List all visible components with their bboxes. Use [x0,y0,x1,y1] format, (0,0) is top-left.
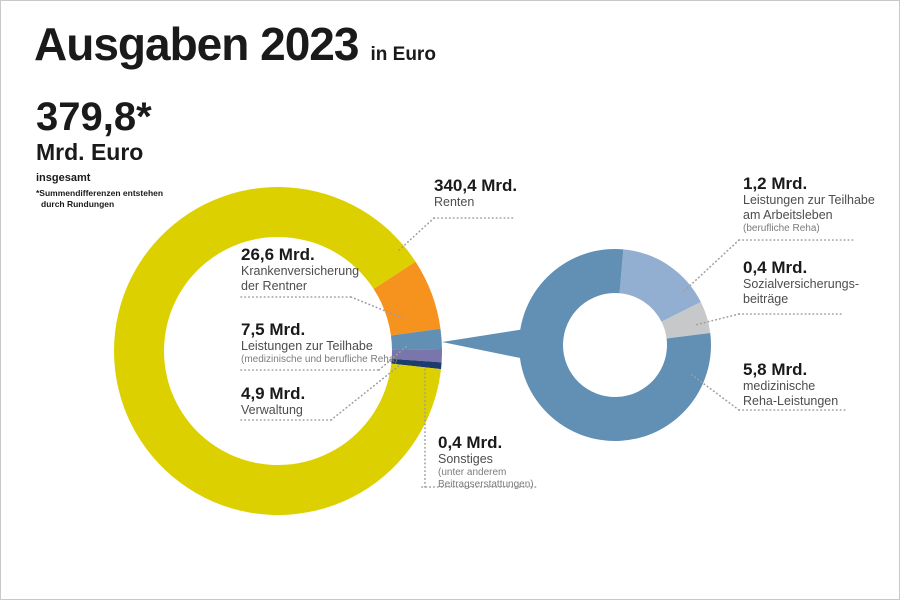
leader-arbeitsleben [681,239,740,294]
donut-segment-medizinische-reha-leistungen [519,248,711,442]
callout-arbeitsleben-label1: Leistungen zur Teilhabe [743,193,875,207]
page-title: Ausgaben 2023 in Euro [34,19,436,70]
total-caption: insgesamt [36,172,91,184]
callout-teilhabe: 7,5 Mrd. Leistungen zur Teilhabe (medizi… [241,320,398,366]
leader-sozialvers [694,313,740,326]
title-text: Ausgaben 2023 [34,18,359,70]
donut-segment-leistungen-zur-teilhabe [390,328,442,350]
callout-arbeitsleben-label2: am Arbeitsleben [743,208,833,222]
callout-teilhabe-label: Leistungen zur Teilhabe [241,339,373,353]
leader-teilhabe [378,344,409,371]
callout-sozialversicherung-label1: Sozialversicherungs- [743,277,860,291]
total-unit: Mrd. Euro [36,139,144,165]
callout-renten: 340,4 Mrd. Renten [434,176,517,210]
callout-arbeitsleben: 1,2 Mrd. Leistungen zur Teilhabe am Arbe… [743,174,875,235]
callout-arbeitsleben-note: (berufliche Reha) [743,223,820,234]
callout-sozialversicherung-label2: beiträge [743,292,789,306]
callout-sonstiges-label: Sonstiges [438,452,493,466]
callout-sonstiges-note2: Beitragserstattungen) [438,479,534,490]
callout-sonstiges-value: 0,4 Mrd. [438,433,503,452]
donut-segment-krankenversicherung-der-rentner [373,261,441,336]
callout-medizinische-reha-label2: Reha-Leistungen [743,394,839,408]
connector-beak [442,329,525,359]
callout-teilhabe-value: 7,5 Mrd. [241,320,306,339]
donut-segment-verwaltung [391,349,442,363]
callout-krankenversicherung-value: 26,6 Mrd. [241,245,315,264]
callout-arbeitsleben-value: 1,2 Mrd. [743,174,808,193]
callout-renten-label: Renten [434,195,475,209]
donut-segment-renten [114,187,441,515]
callout-sozialversicherung: 0,4 Mrd. Sozialversicherungs- beiträge [743,258,859,307]
footnote-line2: durch Rundungen [41,199,115,210]
callout-medizinische-reha: 5,8 Mrd. medizinische Reha-Leistungen [743,360,838,409]
callout-krankenversicherung-label2: der Rentner [241,279,308,293]
callout-renten-value: 340,4 Mrd. [434,176,518,195]
callout-verwaltung: 4,9 Mrd. Verwaltung [241,384,305,418]
callout-teilhabe-note: (medizinische und berufliche Reha) [241,354,398,365]
callout-sozialversicherung-value: 0,4 Mrd. [743,258,808,277]
total-value: 379,8* [36,95,152,139]
callout-verwaltung-value: 4,9 Mrd. [241,384,306,403]
donut-segment-teilhabe-am-arbeitsleben [619,249,701,322]
callout-sonstiges: 0,4 Mrd. Sonstiges (unter anderem Beitra… [438,433,534,491]
callout-krankenversicherung: 26,6 Mrd. Krankenversicherung der Rentne… [241,245,359,294]
leader-verwaltung [330,364,401,421]
callout-sonstiges-note1: (unter anderem [438,467,507,478]
callout-krankenversicherung-label1: Krankenversicherung [241,264,360,278]
title-unit: in Euro [370,44,436,65]
footnote: *Summendifferenzen entstehen durch Rundu… [36,188,163,210]
leader-renten [396,217,435,253]
callout-medizinische-reha-value: 5,8 Mrd. [743,360,808,379]
donut-segment-sozialversicherungsbeitraege [661,301,711,339]
callout-medizinische-reha-label1: medizinische [743,379,816,393]
donut-segment-sonstiges [391,358,442,370]
callout-verwaltung-label: Verwaltung [241,403,303,417]
footnote-line1: *Summendifferenzen entstehen [36,188,164,198]
